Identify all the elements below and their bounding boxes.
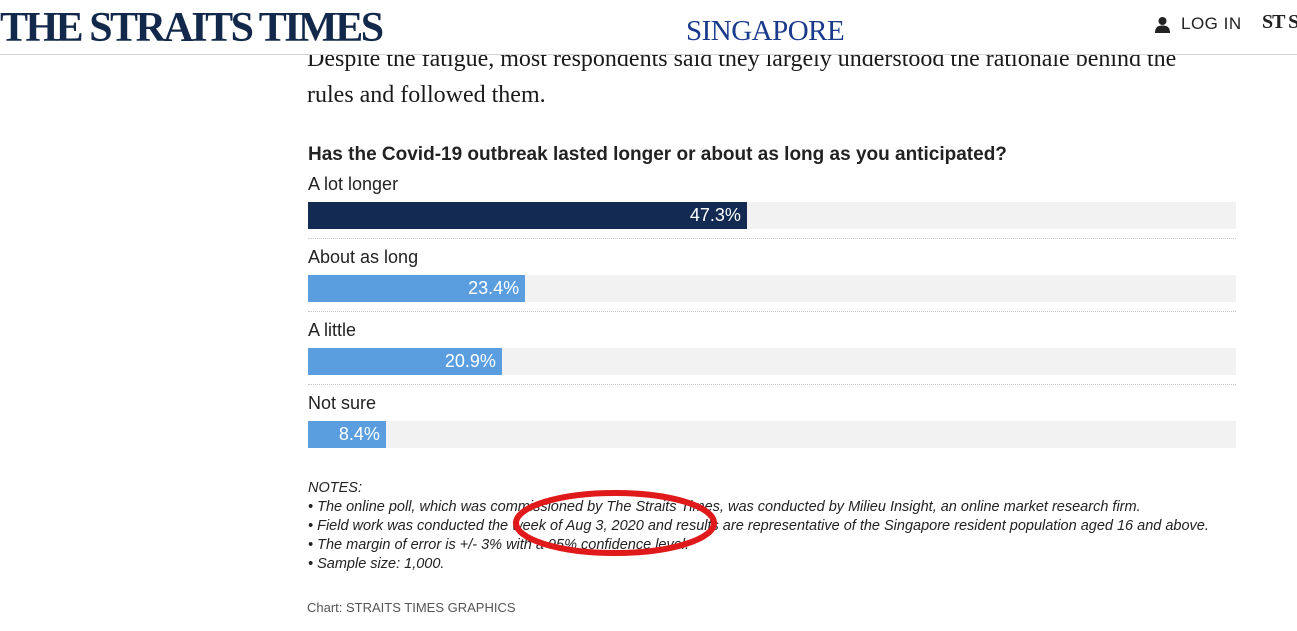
- site-header: THE STRAITS TIMES SINGAPORE LOG IN ST S: [0, 0, 1297, 55]
- row-separator: [308, 238, 1236, 239]
- section-title[interactable]: SINGAPORE: [686, 15, 845, 47]
- bar-value-label: 47.3%: [689, 205, 741, 225]
- user-icon: [1155, 16, 1170, 33]
- notes-line-2: • Field work was conducted the week of A…: [308, 518, 1209, 534]
- bar-value-label: 8.4%: [338, 424, 380, 444]
- chart-title: Has the Covid-19 outbreak lasted longer …: [308, 144, 1007, 165]
- bar: [308, 275, 526, 302]
- login-button[interactable]: LOG IN: [1154, 14, 1242, 34]
- row-separator: [308, 311, 1236, 312]
- bar: [308, 202, 747, 229]
- login-label: LOG IN: [1181, 14, 1242, 33]
- category-label: A lot longer: [308, 174, 399, 194]
- bar-track: 23.4%: [308, 275, 1236, 302]
- st-logo[interactable]: ST S: [1262, 11, 1297, 33]
- category-label: About as long: [308, 247, 419, 267]
- bar: [308, 348, 502, 375]
- bar-value-label: 23.4%: [468, 278, 520, 298]
- notes-line-4: • Sample size: 1,000.: [308, 556, 445, 572]
- row-separator: [308, 384, 1236, 385]
- notes-line-1: • The online poll, which was commissione…: [308, 499, 1141, 515]
- bar-track: 47.3%: [308, 202, 1236, 229]
- masthead-logo[interactable]: THE STRAITS TIMES: [0, 5, 384, 51]
- chart-credit: Chart: STRAITS TIMES GRAPHICS: [307, 600, 516, 615]
- bar-track: 8.4%: [308, 421, 1236, 448]
- notes-heading: NOTES:: [308, 480, 362, 496]
- category-label: Not sure: [308, 393, 377, 413]
- bar-value-label: 20.9%: [444, 351, 496, 371]
- bar: [308, 421, 386, 448]
- chart-notes: NOTES: • The online poll, which was comm…: [308, 479, 1238, 574]
- notes-line-3: • The margin of error is +/- 3% with a 9…: [308, 537, 690, 553]
- bar-chart: Has the Covid-19 outbreak lasted longer …: [308, 142, 1236, 448]
- bar-track: 20.9%: [308, 348, 1236, 375]
- category-label: A little: [308, 320, 357, 340]
